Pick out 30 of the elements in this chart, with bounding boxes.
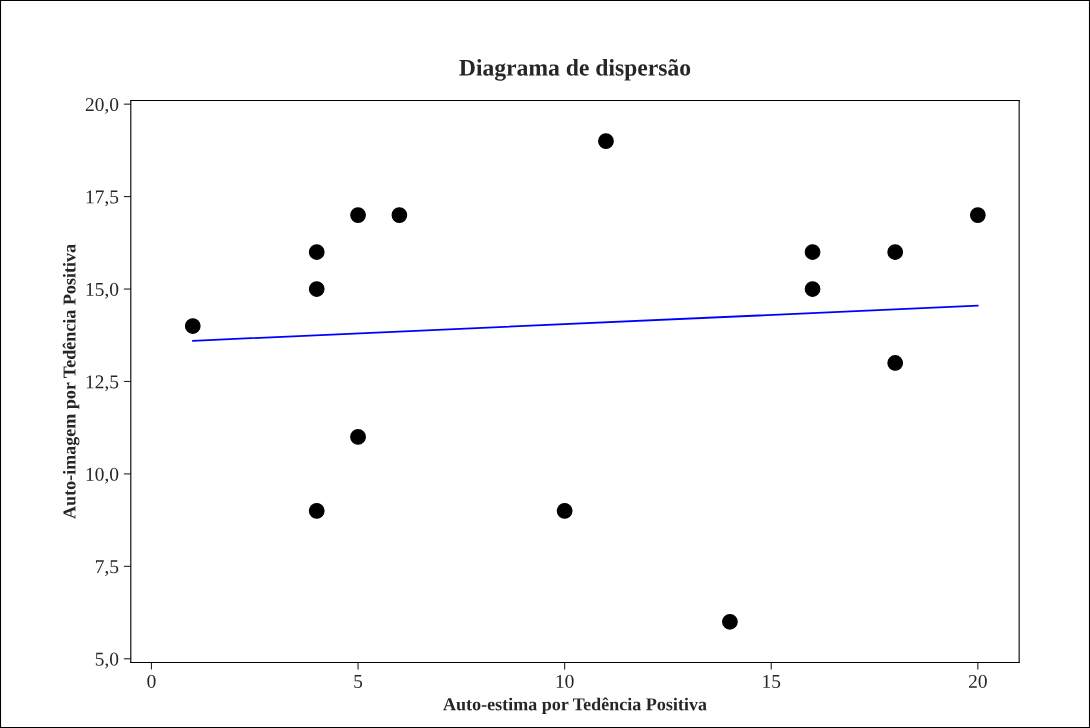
point: [308, 244, 325, 260]
x-tick-label: 5: [354, 675, 363, 688]
x-tick-label: 0: [147, 674, 156, 688]
y-tick-label: 20,0: [85, 97, 119, 114]
point: [556, 503, 573, 519]
chart-title: Diagrama de dispersão: [459, 59, 691, 81]
point: [969, 207, 986, 223]
point: [804, 244, 821, 260]
y-tick-label: 12,5: [86, 375, 119, 392]
point: [722, 613, 738, 630]
point: [184, 318, 201, 334]
point: [391, 207, 408, 223]
x-axis-title: Auto-estima por Tedência Positiva: [443, 697, 707, 715]
x-tick-label: 20: [968, 674, 987, 688]
point: [308, 281, 325, 297]
point: [308, 503, 325, 519]
point: [350, 429, 366, 445]
y-axis-title: Auto-imagem por Tedência Positiva: [62, 244, 80, 519]
y-tick-label: 7,5: [95, 560, 119, 577]
point: [804, 281, 821, 297]
x-tick-label: 15: [763, 674, 781, 688]
y-tick-label: 5,0: [95, 652, 119, 669]
point: [887, 244, 904, 260]
y-tick-label: 17,5: [86, 190, 119, 207]
y-tick-label: 10,0: [86, 467, 119, 484]
x-tick-label: 10: [556, 674, 574, 688]
y-tick-label: 15,0: [86, 282, 119, 299]
point: [887, 355, 904, 371]
point: [350, 207, 366, 223]
point: [598, 133, 614, 150]
